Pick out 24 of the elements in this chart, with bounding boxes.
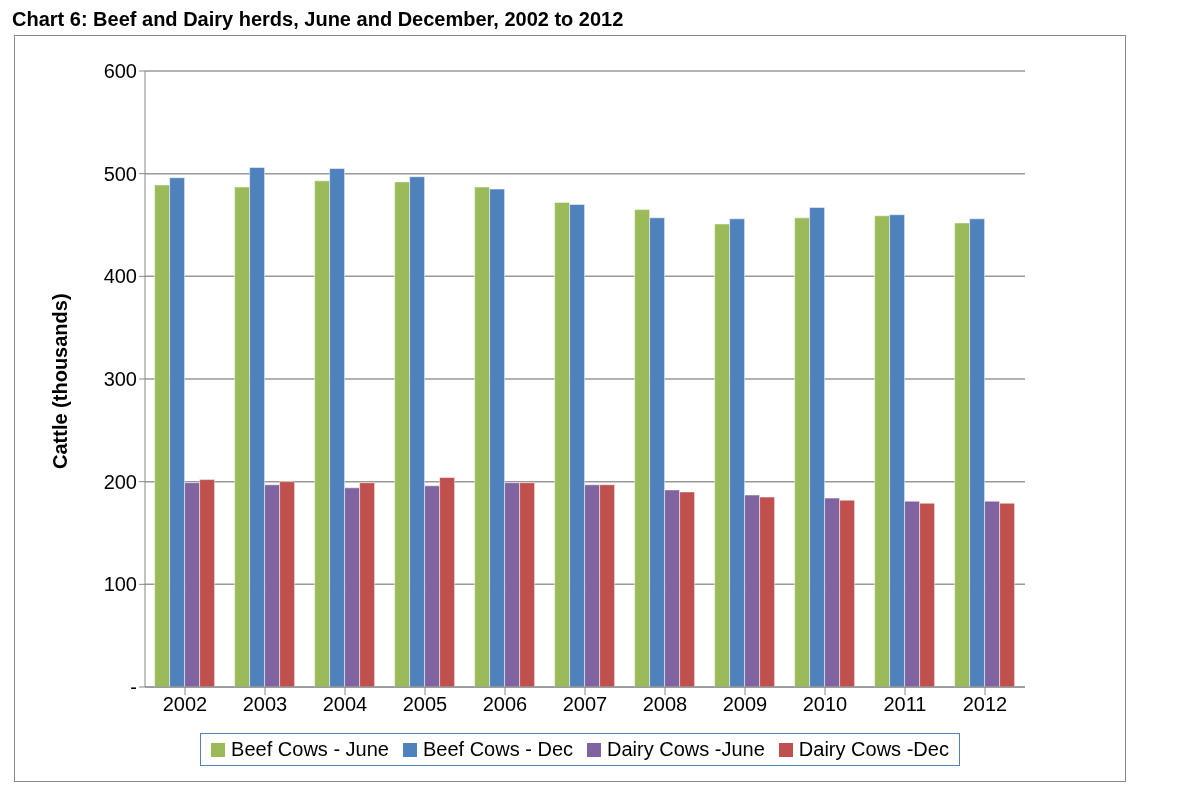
y-tick-label: 600 — [103, 60, 137, 83]
y-axis-title: Cattle (thousands) — [49, 293, 72, 469]
x-tick-label: 2012 — [962, 693, 1008, 716]
legend-label: Dairy Cows -Dec — [797, 738, 949, 761]
legend-label: Beef Cows - Dec — [421, 738, 574, 761]
x-tick-label: 2007 — [562, 693, 608, 716]
x-tick-label: 2010 — [802, 693, 848, 716]
x-tick-label: 2008 — [642, 693, 688, 716]
x-tick-label: 2006 — [482, 693, 528, 716]
y-tick-label: 300 — [103, 368, 137, 391]
chart-title: Chart 6: Beef and Dairy herds, June and December, 2002 to 2012 — [11, 8, 625, 32]
y-tick-label: - — [130, 676, 137, 699]
x-tick-label: 2011 — [883, 693, 927, 716]
y-tick-label: 400 — [103, 265, 137, 288]
y-tick-label: 200 — [103, 470, 137, 493]
x-tick-label: 2009 — [722, 693, 768, 716]
legend-label: Beef Cows - June — [230, 738, 389, 761]
y-tick-label: 100 — [103, 573, 137, 596]
x-tick-label: 2002 — [162, 693, 208, 716]
x-tick-label: 2005 — [402, 693, 448, 716]
x-tick-label: 2003 — [242, 693, 288, 716]
y-tick-label: 500 — [103, 162, 137, 185]
legend-label: Dairy Cows -June — [606, 738, 765, 761]
x-tick-label: 2004 — [322, 693, 368, 716]
